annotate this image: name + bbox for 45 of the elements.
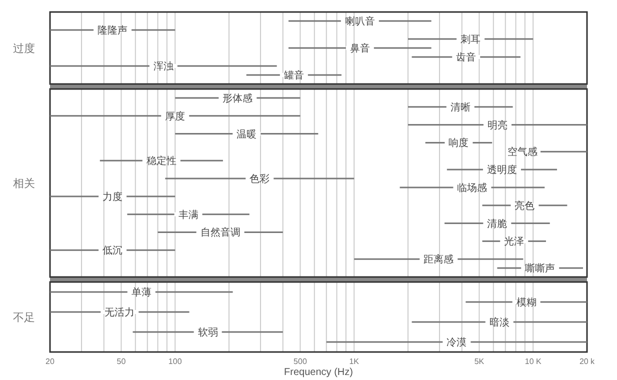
category-label: 色彩 xyxy=(250,174,270,186)
y-tick-label: 无活力 xyxy=(104,306,135,318)
category-label: 温暖 xyxy=(236,129,257,140)
x-axis-title: Frequency (Hz) xyxy=(284,367,353,378)
x-tick-label: 10 K xyxy=(524,357,542,366)
category-label: 丰满 xyxy=(178,210,198,221)
category-label: 喇叭音 xyxy=(344,16,375,28)
category-label: 响度 xyxy=(448,138,469,150)
category-label: 浑浊 xyxy=(153,62,174,72)
category-label: 亮色 xyxy=(514,200,535,212)
y-axis-title: 不足 xyxy=(13,312,35,324)
category-label: 嘶嘶声 xyxy=(525,264,556,275)
category-label: 厚度 xyxy=(165,111,186,122)
category-label: 齿音 xyxy=(456,52,476,64)
category-label: 透明度 xyxy=(486,165,517,176)
x-tick-label: 20 k xyxy=(579,357,596,366)
category-label: 临场感 xyxy=(457,182,488,194)
y-axis-title: 相关 xyxy=(13,177,35,190)
x-tick-label: 50 xyxy=(116,357,126,366)
x-tick-label: 500 xyxy=(294,357,308,366)
category-label: 清脆 xyxy=(487,218,508,230)
category-label: 隆隆声 xyxy=(98,26,128,36)
x-tick-label: 1K xyxy=(349,357,360,366)
y-tick-label: 暗淡 xyxy=(489,316,510,328)
category-label: 形体感 xyxy=(222,93,253,104)
category-label: 明亮 xyxy=(488,120,508,132)
category-label: 清晰 xyxy=(450,102,470,114)
y-tick-label: 冷漠 xyxy=(446,336,467,348)
category-label: 力度 xyxy=(102,192,123,203)
y-tick-label: 软弱 xyxy=(198,326,218,338)
category-label: 罐音 xyxy=(284,70,304,82)
category-label: 稳定性 xyxy=(146,156,176,168)
y-tick-label: 单薄 xyxy=(131,286,152,298)
category-label: 空气感 xyxy=(508,147,538,158)
category-label: 低沉 xyxy=(102,246,123,257)
category-label: 距离感 xyxy=(424,254,454,266)
y-tick-label: 模糊 xyxy=(516,296,536,308)
x-tick-label: 100 xyxy=(168,357,182,366)
category-label: 自然音调 xyxy=(200,228,240,239)
category-label: 光泽 xyxy=(504,236,524,248)
category-label: 鼻音 xyxy=(350,44,370,54)
x-tick-label: 20 xyxy=(46,357,55,366)
x-tick-label: 5K xyxy=(474,357,485,366)
y-axis-title: 过度 xyxy=(13,42,35,55)
category-label: 刺耳 xyxy=(460,34,481,46)
